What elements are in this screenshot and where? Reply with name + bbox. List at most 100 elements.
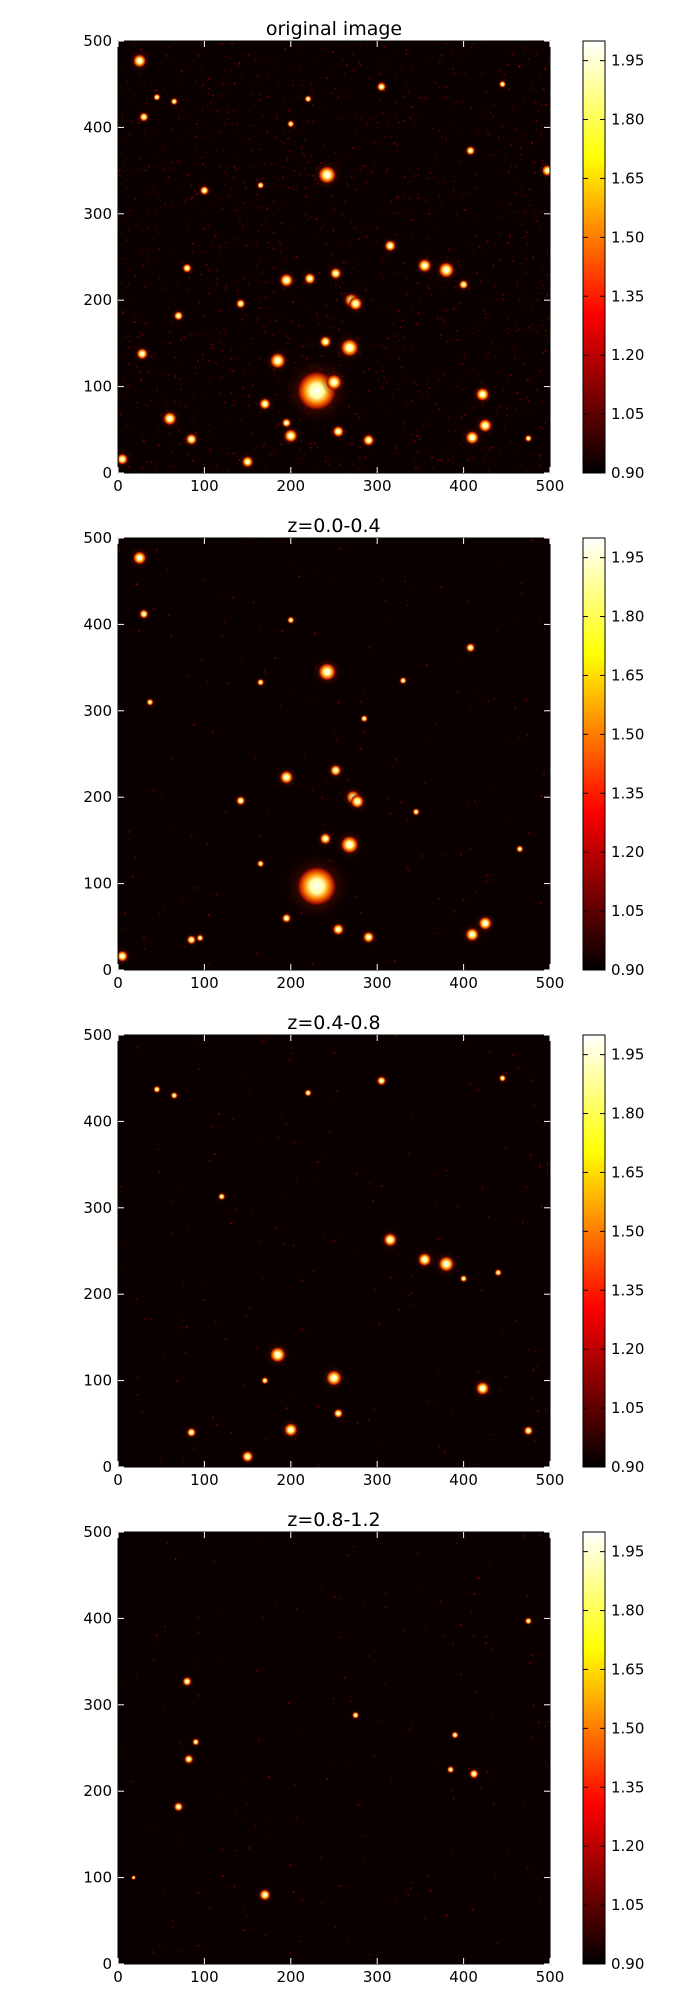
source-point	[242, 1451, 254, 1463]
noise-speckle	[130, 335, 132, 337]
noise-speckle	[258, 148, 261, 151]
noise-speckle	[330, 254, 333, 256]
x-tick-label: 0	[113, 1471, 123, 1489]
noise-speckle	[140, 48, 142, 51]
noise-speckle	[482, 71, 485, 74]
noise-speckle	[202, 463, 205, 466]
noise-speckle	[202, 163, 204, 165]
noise-speckle	[300, 95, 302, 97]
noise-speckle	[364, 289, 367, 291]
noise-speckle	[406, 215, 409, 217]
noise-speckle	[299, 447, 301, 450]
noise-speckle	[288, 1702, 290, 1704]
noise-speckle	[490, 458, 492, 460]
noise-speckle	[488, 134, 491, 136]
noise-speckle	[347, 1940, 349, 1943]
noise-speckle	[259, 626, 262, 629]
source-point	[525, 435, 532, 442]
noise-speckle	[304, 453, 306, 455]
noise-speckle	[540, 620, 542, 622]
noise-speckle	[189, 333, 192, 336]
noise-speckle	[254, 757, 256, 759]
noise-speckle	[518, 735, 521, 738]
noise-speckle	[485, 874, 488, 877]
noise-speckle	[144, 948, 146, 950]
noise-speckle	[334, 151, 337, 154]
noise-speckle	[542, 427, 544, 430]
noise-speckle	[243, 370, 245, 372]
noise-speckle	[441, 317, 443, 319]
noise-speckle	[514, 321, 517, 323]
noise-speckle	[156, 1634, 158, 1636]
noise-speckle	[346, 65, 348, 67]
noise-speckle	[128, 282, 130, 284]
noise-speckle	[354, 280, 356, 283]
noise-speckle	[235, 1208, 238, 1211]
noise-speckle	[340, 1636, 342, 1639]
noise-speckle	[180, 70, 183, 72]
noise-speckle	[262, 446, 265, 448]
noise-speckle	[457, 130, 460, 133]
noise-speckle	[368, 647, 370, 649]
noise-speckle	[322, 1235, 325, 1238]
noise-speckle	[136, 1377, 139, 1379]
noise-speckle	[245, 1914, 247, 1917]
noise-speckle	[171, 161, 174, 163]
noise-speckle	[344, 260, 347, 263]
colorbar-gradient	[582, 40, 606, 474]
noise-speckle	[218, 341, 220, 344]
noise-speckle	[289, 1059, 291, 1061]
noise-speckle	[282, 120, 285, 123]
noise-speckle	[525, 1186, 528, 1188]
noise-speckle	[217, 131, 220, 133]
noise-speckle	[182, 141, 185, 144]
noise-speckle	[522, 46, 525, 49]
noise-speckle	[202, 315, 205, 317]
noise-speckle	[353, 1545, 355, 1548]
noise-speckle	[258, 298, 260, 300]
noise-speckle	[527, 400, 530, 402]
noise-speckle	[453, 1797, 455, 1800]
colorbar-tick-label: 0.90	[611, 464, 644, 482]
noise-speckle	[193, 410, 196, 413]
noise-speckle	[426, 55, 428, 57]
noise-speckle	[325, 780, 327, 782]
noise-speckle	[272, 267, 274, 270]
noise-speckle	[546, 252, 549, 255]
noise-speckle	[532, 89, 535, 91]
noise-speckle	[355, 188, 358, 191]
noise-speckle	[456, 655, 458, 658]
noise-speckle	[128, 340, 130, 343]
noise-speckle	[310, 309, 312, 311]
noise-speckle	[122, 312, 124, 314]
noise-speckle	[223, 171, 226, 173]
noise-speckle	[470, 46, 472, 49]
noise-speckle	[512, 53, 514, 56]
noise-speckle	[221, 207, 224, 210]
noise-speckle	[241, 1818, 244, 1820]
noise-speckle	[525, 271, 527, 274]
noise-speckle	[145, 102, 148, 105]
source-point	[340, 835, 359, 854]
chart-panel-3: z=0.4-0.80 100 200 300 400 500010020030040050…	[83, 1012, 644, 1489]
source-point	[475, 1381, 490, 1396]
noise-speckle	[141, 431, 143, 433]
noise-speckle	[127, 209, 130, 212]
noise-speckle	[118, 549, 121, 552]
noise-speckle	[407, 103, 409, 105]
noise-speckle	[182, 1284, 184, 1287]
noise-speckle	[539, 455, 541, 457]
noise-speckle	[188, 277, 190, 279]
noise-speckle	[452, 68, 454, 70]
plot-frame	[117, 1531, 551, 1965]
noise-speckle	[424, 96, 426, 99]
y-tick-label: 500	[83, 1523, 112, 1541]
noise-speckle	[268, 63, 271, 65]
noise-speckle	[129, 133, 131, 136]
noise-speckle	[301, 1279, 304, 1282]
noise-speckle	[442, 1634, 444, 1637]
noise-speckle	[136, 401, 138, 404]
noise-speckle	[547, 127, 550, 129]
noise-speckle	[124, 928, 126, 930]
noise-speckle	[445, 138, 447, 141]
